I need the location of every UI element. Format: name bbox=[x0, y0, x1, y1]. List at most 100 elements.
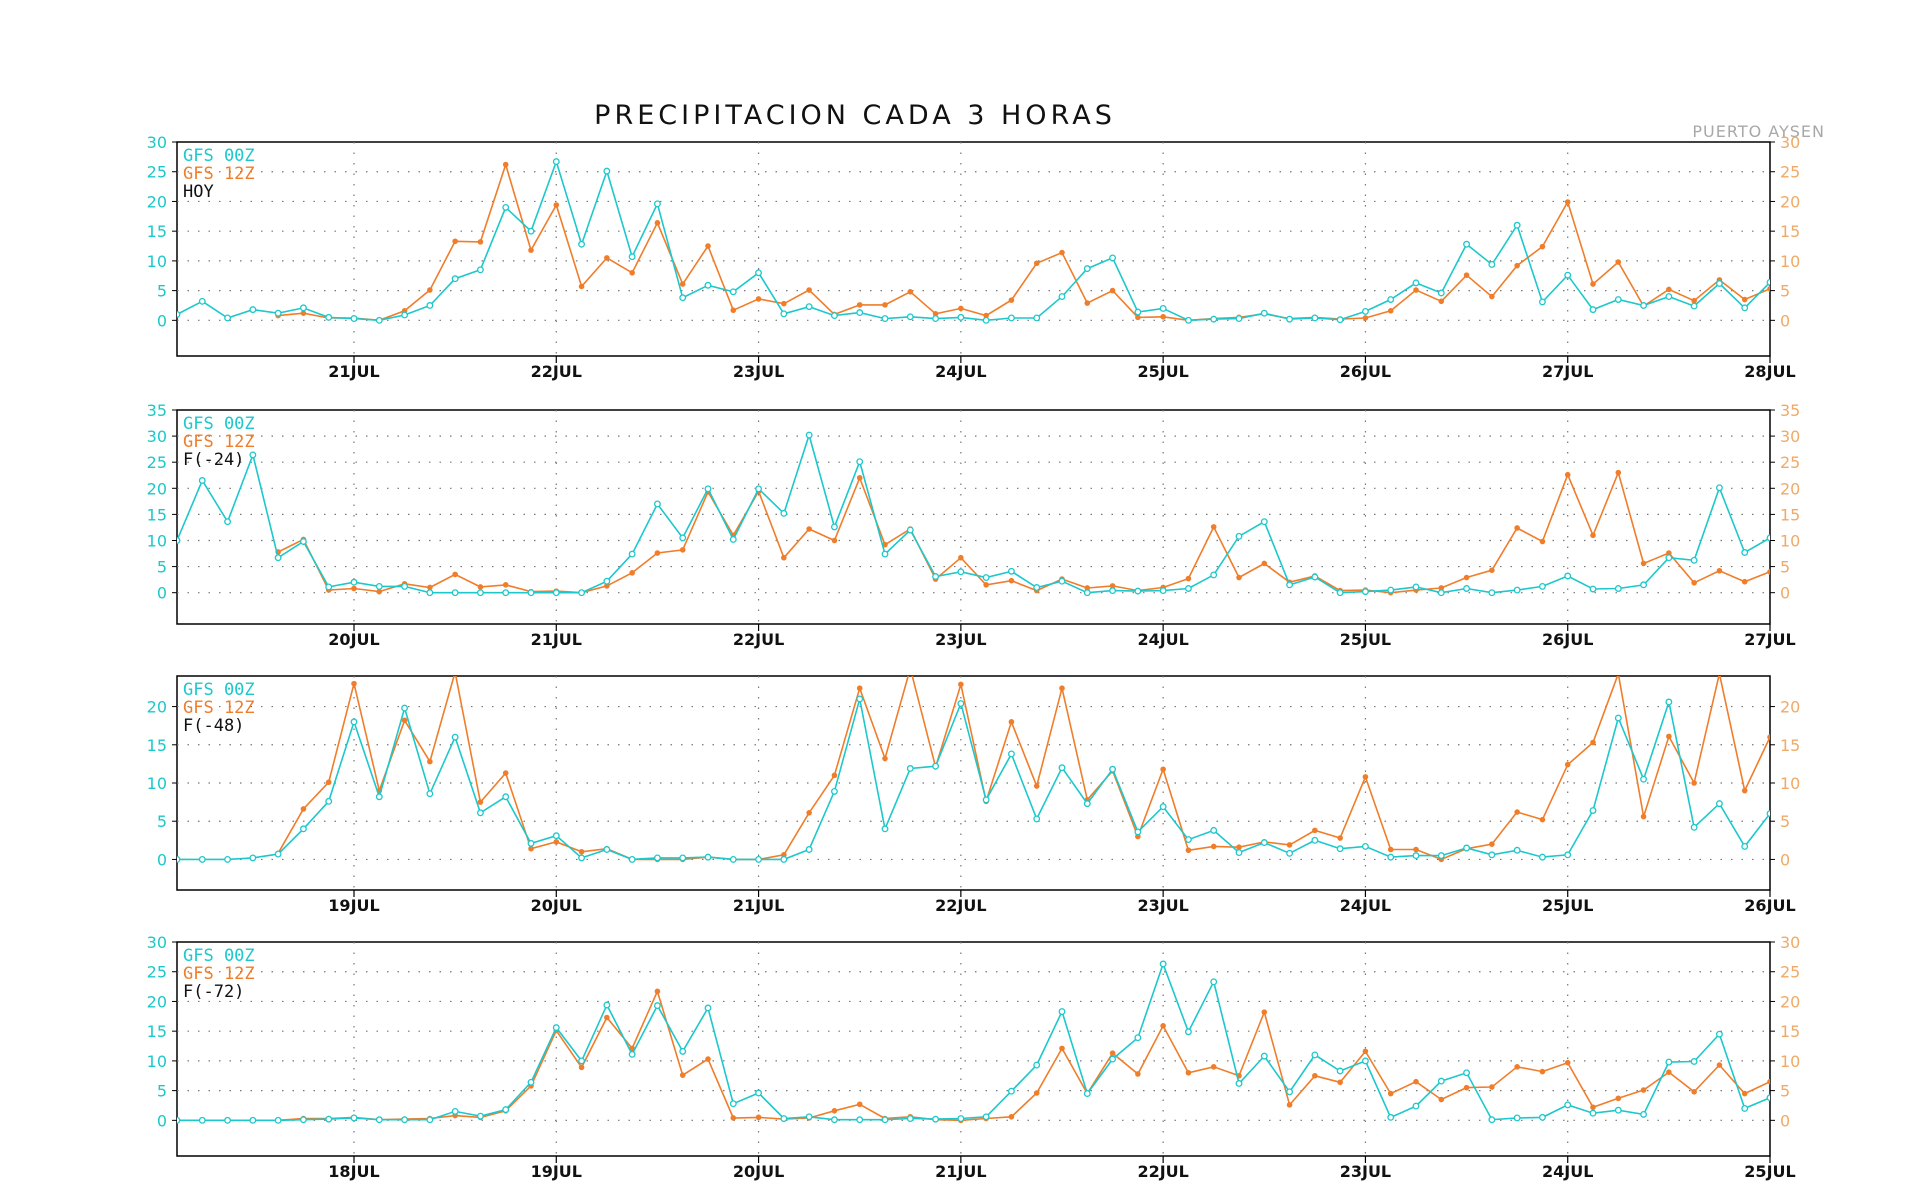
y-tick-label-right: 25 bbox=[1780, 163, 1800, 182]
data-point bbox=[1159, 803, 1167, 811]
data-point bbox=[1260, 1052, 1268, 1060]
data-point bbox=[350, 578, 358, 586]
data-point bbox=[299, 304, 307, 312]
x-tick-label: 25JUL bbox=[1137, 362, 1188, 381]
data-point bbox=[477, 239, 484, 245]
data-point bbox=[1033, 584, 1041, 591]
x-tick-label: 24JUL bbox=[1137, 630, 1188, 649]
x-tick-label: 19JUL bbox=[531, 1162, 582, 1181]
series-line bbox=[177, 432, 1770, 594]
data-point bbox=[679, 534, 687, 542]
data-point bbox=[452, 238, 458, 245]
data-point bbox=[653, 200, 661, 208]
data-point bbox=[1387, 1113, 1395, 1121]
data-point bbox=[982, 574, 990, 581]
data-point bbox=[375, 1116, 383, 1124]
data-point bbox=[1135, 314, 1141, 321]
data-point bbox=[1589, 306, 1597, 314]
data-point bbox=[1589, 807, 1597, 814]
data-point bbox=[453, 670, 458, 675]
data-point bbox=[1008, 577, 1015, 584]
data-point bbox=[805, 431, 813, 439]
data-point bbox=[1767, 286, 1770, 292]
data-point bbox=[426, 1116, 434, 1124]
data-point bbox=[1362, 315, 1369, 321]
series-gfs-12z bbox=[275, 161, 1770, 324]
data-point bbox=[982, 316, 990, 324]
data-point bbox=[806, 810, 812, 816]
data-point bbox=[805, 846, 813, 853]
data-point bbox=[1412, 852, 1420, 860]
data-point bbox=[527, 839, 535, 847]
data-point bbox=[957, 313, 965, 321]
data-point bbox=[1564, 851, 1572, 859]
data-point bbox=[932, 315, 940, 322]
y-tick-label-right: 0 bbox=[1780, 584, 1790, 603]
y-tick-label-left: 15 bbox=[147, 222, 167, 241]
data-point bbox=[1716, 1062, 1723, 1068]
data-point bbox=[1007, 750, 1015, 758]
data-point bbox=[528, 247, 534, 253]
data-point bbox=[1691, 579, 1697, 586]
data-point bbox=[1160, 313, 1166, 320]
data-point bbox=[477, 584, 484, 590]
data-point bbox=[932, 1115, 940, 1123]
data-point bbox=[527, 1078, 535, 1086]
data-point bbox=[1766, 1094, 1770, 1102]
data-point bbox=[1514, 809, 1520, 815]
data-point bbox=[1741, 842, 1749, 850]
panel-4: 18JUL 19JUL 20JUL 21JUL 22JUL 23JUL 24JUL 25JUL… bbox=[147, 933, 1801, 1181]
data-point bbox=[1539, 1068, 1546, 1075]
y-tick-label-left: 25 bbox=[147, 453, 167, 472]
data-point bbox=[224, 855, 232, 863]
data-point bbox=[528, 845, 534, 852]
y-tick-label-right: 25 bbox=[1780, 963, 1800, 982]
data-point bbox=[1564, 1059, 1571, 1066]
data-point bbox=[1210, 978, 1218, 986]
data-point bbox=[198, 477, 206, 484]
y-tick-label-left: 0 bbox=[157, 584, 167, 603]
data-point bbox=[1361, 307, 1369, 315]
data-point bbox=[1766, 534, 1770, 542]
data-point bbox=[325, 313, 333, 321]
data-point bbox=[1260, 518, 1268, 526]
data-point bbox=[426, 302, 434, 309]
y-tick-label-left: 30 bbox=[147, 427, 167, 446]
data-point bbox=[1716, 567, 1723, 574]
data-point bbox=[1235, 849, 1243, 856]
data-point bbox=[830, 1116, 838, 1124]
data-point bbox=[906, 765, 914, 772]
data-point bbox=[1666, 733, 1672, 740]
data-point bbox=[300, 806, 307, 812]
series-gfs-12z bbox=[275, 469, 1770, 596]
data-point bbox=[1767, 1078, 1770, 1085]
data-point bbox=[578, 589, 586, 597]
data-point bbox=[1564, 761, 1571, 768]
series-line bbox=[278, 989, 1770, 1122]
data-point bbox=[1513, 1114, 1521, 1122]
data-point bbox=[198, 1116, 206, 1124]
data-point bbox=[198, 855, 206, 863]
data-point bbox=[628, 550, 636, 558]
data-point bbox=[401, 717, 408, 724]
x-tick-label: 23JUL bbox=[1137, 896, 1188, 915]
data-point bbox=[1741, 578, 1748, 585]
y-tick-label-left: 0 bbox=[157, 311, 167, 330]
data-point bbox=[350, 718, 358, 726]
data-point bbox=[729, 535, 737, 543]
data-point bbox=[1463, 1069, 1471, 1077]
data-point bbox=[476, 266, 484, 274]
data-point bbox=[177, 537, 181, 544]
data-point bbox=[452, 571, 458, 578]
data-point bbox=[1766, 810, 1770, 818]
data-point bbox=[1336, 316, 1344, 324]
data-point bbox=[628, 1050, 636, 1058]
data-point bbox=[1690, 823, 1698, 831]
station-label: PUERTO AYSEN bbox=[1692, 122, 1825, 141]
data-point bbox=[781, 300, 787, 307]
x-tick-label: 28JUL bbox=[1744, 362, 1795, 381]
data-point bbox=[274, 1116, 282, 1124]
data-point bbox=[729, 288, 737, 296]
x-tick-label: 24JUL bbox=[935, 362, 986, 381]
data-point bbox=[1083, 589, 1091, 597]
